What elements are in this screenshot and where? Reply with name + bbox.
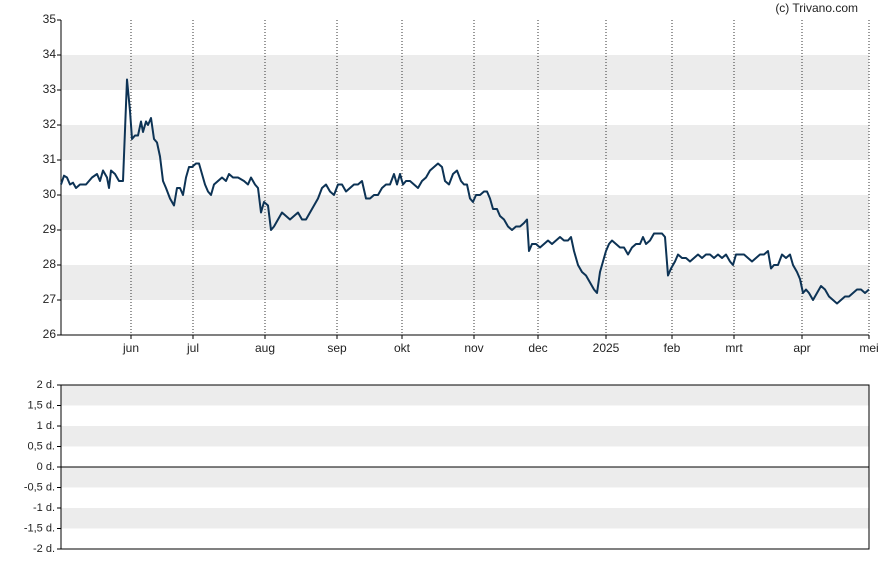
price-line bbox=[60, 78, 870, 305]
y-tick-label: 33 bbox=[43, 82, 57, 96]
x-tick-label: sep bbox=[327, 341, 347, 355]
x-tick-label: aug bbox=[255, 341, 275, 355]
x-tick-label: 2025 bbox=[593, 341, 620, 355]
y-tick-label: 27 bbox=[43, 292, 57, 306]
x-tick-label: okt bbox=[394, 341, 411, 355]
y-tick-label: 34 bbox=[43, 47, 57, 61]
y-tick-label: 26 bbox=[43, 327, 57, 341]
x-tick-label: dec bbox=[528, 341, 547, 355]
y-tick-label: 1,5 d. bbox=[27, 399, 55, 411]
y-tick-label: 0 d. bbox=[37, 461, 55, 473]
grid-band bbox=[61, 467, 869, 488]
y-tick-label: 32 bbox=[43, 117, 57, 131]
copyright: (c) Trivano.com bbox=[775, 1, 858, 15]
x-tick-label: jun bbox=[122, 341, 139, 355]
y-tick-label: 31 bbox=[43, 152, 57, 166]
x-tick-label: mrt bbox=[725, 341, 743, 355]
x-tick-label: apr bbox=[793, 341, 810, 355]
y-tick-label: 35 bbox=[43, 12, 57, 26]
grid-band bbox=[61, 265, 869, 300]
x-tick-label: nov bbox=[464, 341, 483, 355]
y-tick-label: 30 bbox=[43, 187, 57, 201]
y-tick-label: 0,5 d. bbox=[27, 440, 55, 452]
grid-band bbox=[61, 508, 869, 529]
y-tick-label: 28 bbox=[43, 257, 57, 271]
y-tick-label: -1,5 d. bbox=[24, 522, 55, 534]
y-tick-label: 1 d. bbox=[37, 420, 55, 432]
grid-band bbox=[61, 55, 869, 90]
y-tick-label: -1 d. bbox=[33, 502, 55, 514]
x-tick-label: feb bbox=[664, 341, 681, 355]
grid-band bbox=[61, 195, 869, 230]
grid-band bbox=[61, 426, 869, 447]
grid-band bbox=[61, 385, 869, 406]
x-tick-label: jul bbox=[186, 341, 199, 355]
x-tick-label: mei bbox=[859, 341, 878, 355]
grid-band bbox=[61, 125, 869, 160]
y-tick-label: -0,5 d. bbox=[24, 481, 55, 493]
y-tick-label: 29 bbox=[43, 222, 57, 236]
y-tick-label: -2 d. bbox=[33, 543, 55, 555]
panel-frame bbox=[60, 384, 870, 550]
y-tick-label: 2 d. bbox=[37, 379, 55, 391]
